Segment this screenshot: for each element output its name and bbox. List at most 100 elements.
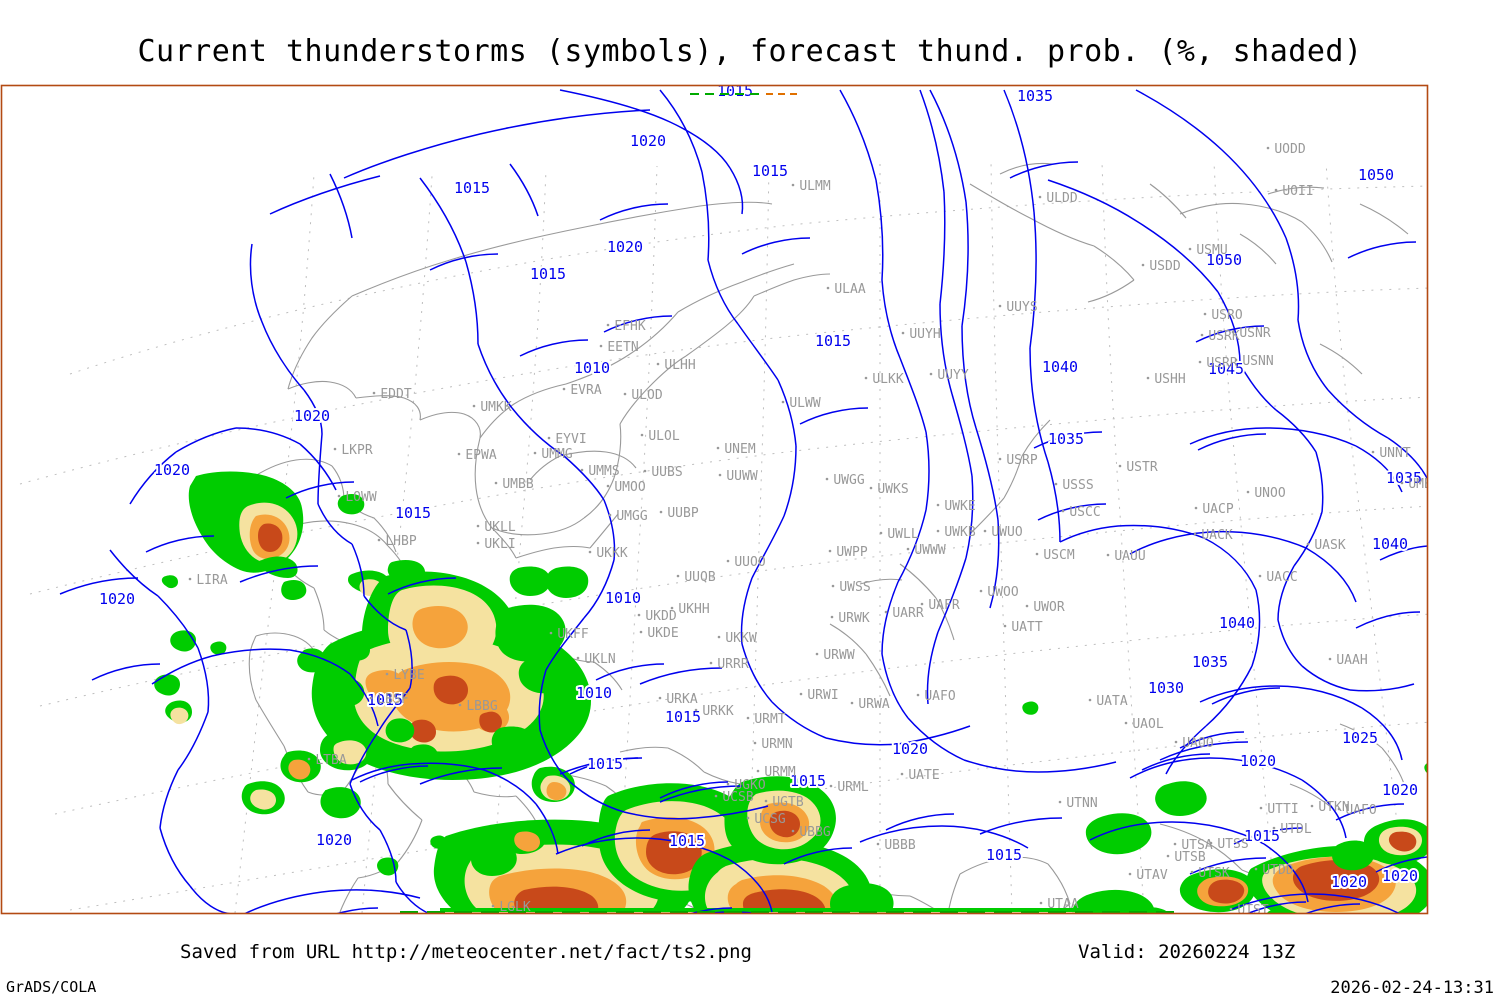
station-dot bbox=[916, 693, 920, 697]
map-canvas[interactable]: 1015 1015 1035 1035 1020 1020 1015 1015 1015 1015… bbox=[0, 84, 1500, 916]
isobar-label-text: 1015 bbox=[587, 755, 623, 773]
station-icao-label: UACP bbox=[1202, 502, 1233, 517]
station-dot bbox=[1259, 806, 1263, 810]
svg-text:1020: 1020 bbox=[1382, 781, 1418, 799]
station-marker: UBBG bbox=[791, 825, 831, 840]
station-dot bbox=[658, 696, 662, 700]
station-icao-label: UTNN bbox=[1066, 796, 1097, 811]
station-icao-label: UUWW bbox=[726, 469, 757, 484]
isobar-label-text: 1040 bbox=[1219, 614, 1255, 632]
station-dot bbox=[709, 661, 713, 665]
svg-text:1010: 1010 bbox=[605, 589, 641, 607]
station-marker: UAFO bbox=[916, 689, 956, 704]
station-dot bbox=[472, 404, 476, 408]
station-icao-label: UTAV bbox=[1136, 868, 1167, 883]
station-marker: UKHH bbox=[670, 602, 710, 617]
station-icao-label: UAOO bbox=[1182, 736, 1213, 751]
station-icao-label: EVRA bbox=[570, 383, 601, 398]
station-marker: UUYY bbox=[929, 368, 969, 383]
station-marker: UWPP bbox=[828, 545, 868, 560]
station-dot bbox=[825, 477, 829, 481]
svg-text:1015: 1015 bbox=[752, 162, 788, 180]
station-marker: USMU bbox=[1188, 243, 1228, 258]
station-dot bbox=[606, 484, 610, 488]
station-dot bbox=[906, 547, 910, 551]
station-marker: UTSB bbox=[1166, 850, 1206, 865]
station-marker: UUYH bbox=[901, 327, 941, 342]
station-icao-label: UWKE bbox=[944, 499, 975, 514]
station-icao-label: UMMS bbox=[588, 464, 619, 479]
station-dot bbox=[533, 451, 537, 455]
station-icao-label: URKA bbox=[666, 692, 697, 707]
station-marker: LIRA bbox=[188, 573, 228, 588]
svg-text:1015: 1015 bbox=[367, 691, 403, 709]
station-dot bbox=[337, 494, 341, 498]
station-dot bbox=[1038, 195, 1042, 199]
station-marker: ULHH bbox=[656, 358, 696, 373]
station-marker: URKA bbox=[658, 692, 698, 707]
isobar-label-text: 1020 bbox=[1382, 867, 1418, 885]
station-marker: UWGG bbox=[825, 473, 865, 488]
isobar-label-text: 1020 bbox=[607, 238, 643, 256]
page-title: Current thunderstorms (symbols), forecas… bbox=[137, 34, 1363, 69]
station-icao-label: UUYH bbox=[909, 327, 940, 342]
station-dot bbox=[936, 529, 940, 533]
station-icao-label: ULDD bbox=[1046, 191, 1077, 206]
station-marker: UWLL bbox=[879, 527, 919, 542]
station-marker: UWOO bbox=[979, 585, 1019, 600]
station-marker: USDD bbox=[1141, 259, 1181, 274]
isobar-label-text: 1045 bbox=[1208, 360, 1244, 378]
station-marker: USSS bbox=[1054, 478, 1094, 493]
svg-text:1015: 1015 bbox=[1244, 827, 1280, 845]
station-dot bbox=[829, 784, 833, 788]
station-dot bbox=[1190, 870, 1194, 874]
station-icao-label: UTAA bbox=[1047, 897, 1078, 912]
station-dot bbox=[717, 635, 721, 639]
station-icao-label: LYBE bbox=[393, 668, 424, 683]
station-marker: LHBP bbox=[377, 534, 417, 549]
station-icao-label: ULKK bbox=[872, 372, 903, 387]
station-icao-label: USSS bbox=[1062, 478, 1093, 493]
station-icao-label: USCM bbox=[1043, 548, 1074, 563]
station-icao-label: UUBP bbox=[667, 506, 698, 521]
svg-text:1020: 1020 bbox=[607, 238, 643, 256]
station-dot bbox=[791, 829, 795, 833]
station-marker: LBBG bbox=[458, 699, 498, 714]
isobar-label-text: 1020 bbox=[154, 461, 190, 479]
station-marker: UAFR bbox=[920, 598, 960, 613]
station-dot bbox=[1188, 247, 1192, 251]
station-icao-label: UOII bbox=[1282, 184, 1313, 199]
station-dot bbox=[576, 656, 580, 660]
station-icao-label: UTDL bbox=[1280, 822, 1311, 837]
station-icao-label: USRK bbox=[1208, 329, 1239, 344]
station-icao-label: UBBG bbox=[799, 825, 830, 840]
station-icao-label: EFHK bbox=[614, 319, 645, 334]
station-marker: USNN bbox=[1234, 354, 1274, 369]
station-marker: UTAV bbox=[1128, 868, 1168, 883]
station-dot bbox=[716, 446, 720, 450]
station-dot bbox=[1198, 360, 1202, 364]
station-dot bbox=[826, 286, 830, 290]
station-marker: UATA bbox=[1088, 694, 1128, 709]
station-marker: ULKK bbox=[864, 372, 904, 387]
station-icao-label: UTSS bbox=[1217, 837, 1248, 852]
station-icao-label: UKLL bbox=[484, 520, 515, 535]
station-marker: UKLI bbox=[476, 537, 516, 552]
station-marker: UKFF bbox=[549, 627, 589, 642]
station-marker: UODD bbox=[1266, 142, 1306, 157]
station-marker: ULAA bbox=[826, 282, 866, 297]
station-icao-label: UWKB bbox=[944, 525, 975, 540]
station-marker: EPWA bbox=[457, 448, 497, 463]
station-icao-label: URRR bbox=[717, 657, 748, 672]
svg-text:1030: 1030 bbox=[1148, 679, 1184, 697]
station-dot bbox=[1254, 867, 1258, 871]
station-icao-label: UWUO bbox=[991, 525, 1022, 540]
station-icao-label: UKFF bbox=[557, 627, 588, 642]
station-dot bbox=[623, 392, 627, 396]
svg-text:1050: 1050 bbox=[1206, 251, 1242, 269]
